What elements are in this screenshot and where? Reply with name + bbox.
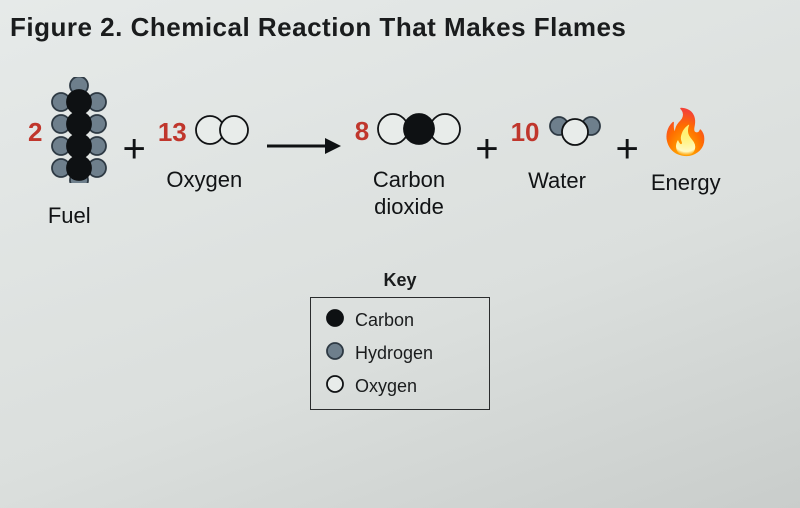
label-oxygen: Oxygen <box>166 166 242 218</box>
legend-title: Key <box>310 270 490 291</box>
legend-swatch-hydrogen <box>325 341 345 366</box>
op-plus-3: + <box>616 129 639 203</box>
legend-swatch-oxygen <box>325 374 345 399</box>
legend-label-oxygen: Oxygen <box>355 376 417 397</box>
legend-swatch-carbon <box>325 308 345 333</box>
figure-title: Figure 2. Chemical Reaction That Makes F… <box>0 0 800 43</box>
label-fuel: Fuel <box>48 202 91 254</box>
coeff-co2: 8 <box>355 116 369 147</box>
coeff-fuel: 2 <box>28 117 42 148</box>
molecule-butane <box>48 77 110 188</box>
flame-icon: 🔥 <box>658 111 713 155</box>
molecule-h2o <box>546 112 604 153</box>
legend-label-carbon: Carbon <box>355 310 414 331</box>
term-fuel: 2 Fuel <box>28 77 110 254</box>
term-oxygen: 13 Oxygen <box>158 113 251 218</box>
legend-label-hydrogen: Hydrogen <box>355 343 433 364</box>
label-energy: Energy <box>651 169 721 221</box>
legend-row-hydrogen: Hydrogen <box>325 341 475 366</box>
op-plus-1: + <box>122 129 145 203</box>
term-water: 10 Water <box>511 112 604 219</box>
term-energy: 🔥 Energy <box>651 111 721 221</box>
coeff-oxygen: 13 <box>158 117 187 148</box>
label-co2: Carbondioxide <box>373 166 445 221</box>
legend-row-oxygen: Oxygen <box>325 374 475 399</box>
label-water: Water <box>528 167 586 219</box>
equation-row: 2 Fuel + 13 Oxygen 8 Carbondioxide + 10 … <box>0 43 800 264</box>
op-plus-2: + <box>475 129 498 203</box>
term-co2: 8 Carbondioxide <box>355 111 463 221</box>
legend-box: Carbon Hydrogen Oxygen <box>310 297 490 410</box>
legend-row-carbon: Carbon <box>325 308 475 333</box>
molecule-co2 <box>375 111 463 152</box>
molecule-o2 <box>193 113 251 152</box>
reaction-arrow-icon <box>263 134 343 197</box>
legend: Key Carbon Hydrogen Oxygen <box>310 270 490 410</box>
coeff-water: 10 <box>511 117 540 148</box>
